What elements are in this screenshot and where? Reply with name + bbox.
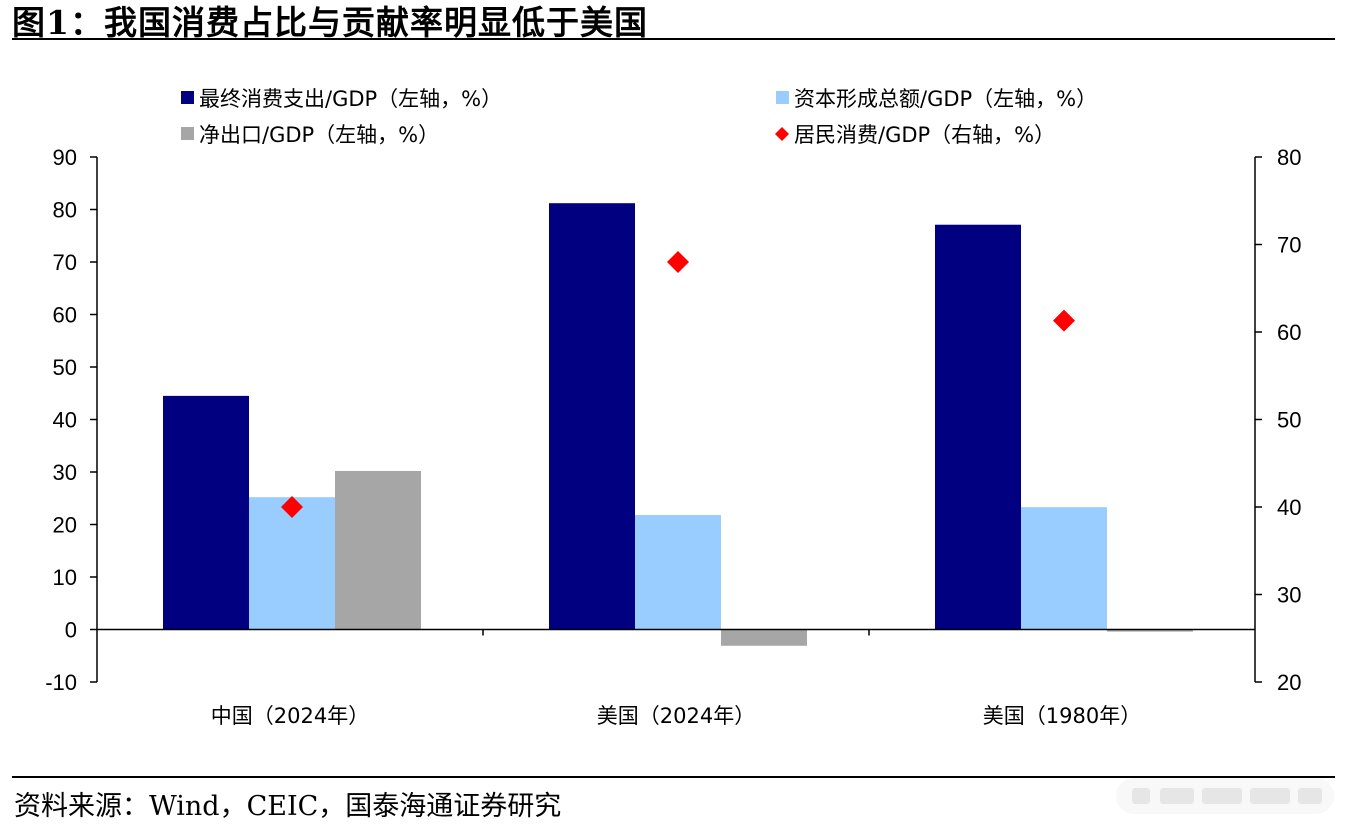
right-tick-label: 50 <box>1277 408 1301 433</box>
category-label: 美国（1980年） <box>983 704 1141 728</box>
right-tick-label: 30 <box>1277 583 1301 608</box>
figure-title: 图1：我国消费占比与贡献率明显低于美国 <box>12 3 648 42</box>
bar-final-consumption-2 <box>935 224 1021 630</box>
legend: 最终消费支出/GDP（左轴，%） 资本形成总额/GDP（左轴，%） 净出口/GDP（… <box>181 87 1097 147</box>
title-rule <box>12 38 1335 40</box>
bar-net-exports-1 <box>721 629 807 646</box>
bar-net-exports-0 <box>335 470 421 630</box>
watermark-logo <box>1116 778 1334 814</box>
left-tick-label: 50 <box>53 355 77 380</box>
left-tick-label: 90 <box>53 145 77 170</box>
left-tick-label: 0 <box>65 618 77 643</box>
bar-final-consumption-1 <box>549 203 635 630</box>
legend-label-final-consumption: 最终消费支出/GDP（左轴，%） <box>199 87 502 111</box>
right-tick-label: 80 <box>1277 145 1301 170</box>
right-tick-label: 60 <box>1277 320 1301 345</box>
legend-label-capital-formation: 资本形成总额/GDP（左轴，%） <box>794 87 1097 111</box>
bar-capital-formation-0 <box>249 497 335 630</box>
legend-swatch-final-consumption <box>181 91 194 104</box>
bar-net-exports-2 <box>1107 629 1193 632</box>
left-tick-label: 20 <box>53 513 77 538</box>
left-tick-label: -10 <box>45 670 77 695</box>
category-label: 中国（2024年） <box>211 704 369 728</box>
bar-capital-formation-2 <box>1021 507 1107 630</box>
legend-swatch-household-consumption <box>775 127 789 141</box>
left-tick-label: 30 <box>53 460 77 485</box>
legend-label-net-exports: 净出口/GDP（左轴，%） <box>199 123 439 147</box>
right-tick-label: 40 <box>1277 495 1301 520</box>
source-note: 资料来源：Wind，CEIC，国泰海通证券研究 <box>14 791 562 822</box>
right-tick-label: 20 <box>1277 670 1301 695</box>
bar-final-consumption-0 <box>163 395 249 630</box>
left-tick-label: 10 <box>53 565 77 590</box>
source-rule <box>12 776 1335 778</box>
right-tick-label: 70 <box>1277 233 1301 258</box>
marker-household-consumption-0 <box>281 496 303 518</box>
marker-household-consumption-2 <box>1053 309 1075 332</box>
axes-layer: 90 80 70 60 50 40 30 20 10 0 -10 80 70 60 50 40 30 20 中国（2… <box>45 145 1301 728</box>
legend-swatch-capital-formation <box>776 91 789 104</box>
legend-swatch-net-exports <box>181 127 194 140</box>
markers-layer <box>281 251 1075 518</box>
category-label: 美国（2024年） <box>597 704 755 728</box>
left-tick-label: 60 <box>53 303 77 328</box>
marker-household-consumption-1 <box>667 251 689 273</box>
legend-label-household-consumption: 居民消费/GDP（右轴，%） <box>794 123 1055 147</box>
bar-capital-formation-1 <box>635 515 721 630</box>
bars-layer <box>163 203 1193 646</box>
left-tick-label: 70 <box>53 250 77 275</box>
left-tick-label: 80 <box>53 198 77 223</box>
left-tick-label: 40 <box>53 408 77 433</box>
